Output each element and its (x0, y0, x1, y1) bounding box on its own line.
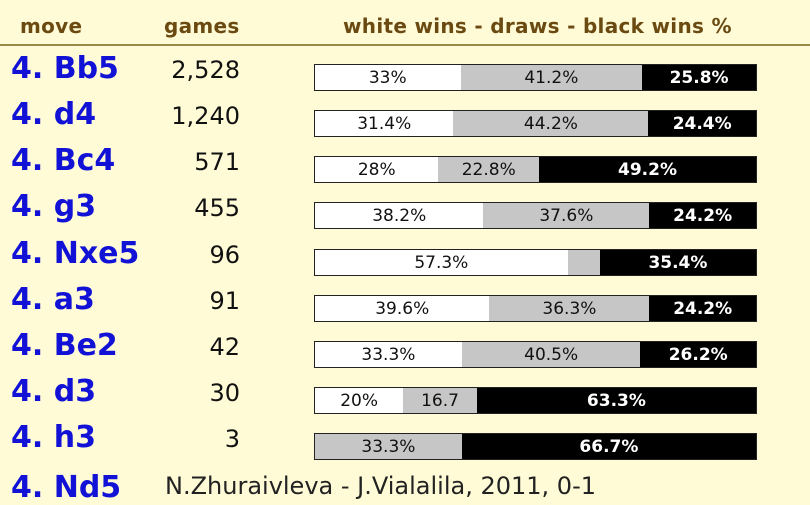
table-row: 4. d3 30 20% 16.7 63.3% (0, 370, 810, 416)
white-segment: 38.2% (315, 203, 484, 228)
partial-move-link[interactable]: 4. Nd5 (11, 470, 122, 505)
table-row: 4. Nxe5 96 57.3% 35.4% (0, 232, 810, 278)
white-segment: 33% (315, 65, 461, 90)
black-segment: 35.4% (599, 250, 756, 275)
black-segment: 24.2% (649, 296, 756, 321)
draw-segment (567, 250, 600, 275)
move-link[interactable]: 4. g3 (11, 189, 97, 224)
draw-segment: 37.6% (483, 203, 650, 228)
games-count: 30 (209, 379, 240, 407)
black-segment: 66.7% (461, 434, 756, 459)
move-link[interactable]: 4. h3 (11, 420, 96, 455)
white-segment: 28% (315, 157, 439, 182)
results-bar: 20% 16.7 63.3% (314, 387, 757, 414)
games-count: 42 (209, 333, 240, 361)
table-row: 4. h3 3 33.3% 66.7% (0, 416, 810, 462)
move-link[interactable]: 4. Be2 (11, 328, 118, 363)
white-segment: 33.3% (315, 342, 462, 367)
draw-segment: 41.2% (460, 65, 643, 90)
games-count: 455 (194, 194, 240, 222)
results-bar: 33.3% 66.7% (314, 433, 757, 460)
black-segment: 49.2% (539, 157, 756, 182)
results-bar: 31.4% 44.2% 24.4% (314, 110, 757, 137)
white-segment: 57.3% (315, 250, 568, 275)
draw-segment: 22.8% (438, 157, 540, 182)
games-count: 3 (224, 425, 240, 453)
results-bar: 33% 41.2% 25.8% (314, 64, 757, 91)
black-segment: 24.2% (649, 203, 756, 228)
games-count: 571 (194, 148, 240, 176)
results-bar: 39.6% 36.3% 24.2% (314, 295, 757, 322)
table-row: 4. Bc4 571 28% 22.8% 49.2% (0, 139, 810, 185)
draw-segment: 36.3% (489, 296, 650, 321)
games-count: 96 (209, 241, 240, 269)
white-segment: 31.4% (315, 111, 454, 136)
move-link[interactable]: 4. d4 (11, 97, 97, 132)
black-segment: 63.3% (476, 388, 756, 413)
header-games: games (164, 14, 240, 38)
table-row: 4. d4 1,240 31.4% 44.2% 24.4% (0, 93, 810, 139)
table-row: 4. Bb5 2,528 33% 41.2% 25.8% (0, 47, 810, 93)
draw-segment: 16.7 (403, 388, 477, 413)
draw-segment: 40.5% (461, 342, 641, 367)
move-link[interactable]: 4. Bc4 (11, 143, 116, 178)
move-link[interactable]: 4. a3 (11, 282, 95, 317)
games-count: 91 (209, 287, 240, 315)
partial-game-info: N.Zhuraivleva - J.Vialalila, 2011, 0-1 (165, 472, 597, 500)
black-segment: 25.8% (642, 65, 756, 90)
move-link[interactable]: 4. d3 (11, 374, 97, 409)
table-row: 4. Be2 42 33.3% 40.5% 26.2% (0, 324, 810, 370)
move-link[interactable]: 4. Bb5 (11, 51, 119, 86)
draw-segment: 44.2% (453, 111, 649, 136)
header-move: move (20, 14, 83, 38)
table-row: 4. a3 91 39.6% 36.3% 24.2% (0, 278, 810, 324)
black-segment: 24.4% (648, 111, 756, 136)
results-bar: 28% 22.8% 49.2% (314, 156, 757, 183)
white-segment: 39.6% (315, 296, 490, 321)
games-count: 2,528 (171, 56, 240, 84)
results-bar: 38.2% 37.6% 24.2% (314, 202, 757, 229)
results-bar: 57.3% 35.4% (314, 249, 757, 276)
header-results: white wins - draws - black wins % (343, 14, 732, 38)
results-bar: 33.3% 40.5% 26.2% (314, 341, 757, 368)
move-link[interactable]: 4. Nxe5 (11, 236, 140, 271)
black-segment: 26.2% (640, 342, 756, 367)
draw-segment: 33.3% (315, 434, 462, 459)
table-row: 4. g3 455 38.2% 37.6% 24.2% (0, 185, 810, 231)
table-header: move games white wins - draws - black wi… (0, 0, 810, 46)
white-segment: 20% (315, 388, 404, 413)
games-count: 1,240 (171, 102, 240, 130)
